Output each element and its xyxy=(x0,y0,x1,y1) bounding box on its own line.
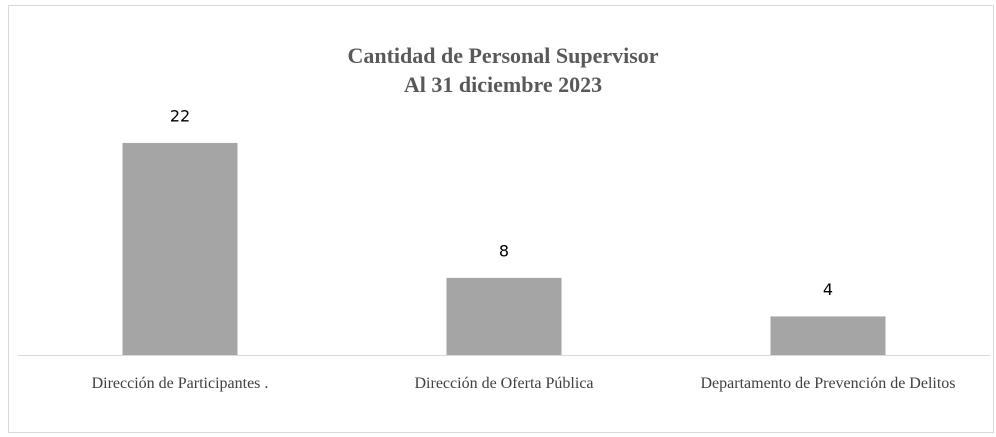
chart-subtitle: Al 31 diciembre 2023 xyxy=(404,72,602,97)
x-tick-label: Departamento de Prevención de Delitos xyxy=(700,375,956,392)
value-label: 4 xyxy=(823,280,833,299)
bar xyxy=(770,316,886,355)
chart-title: Cantidad de Personal Supervisor xyxy=(347,43,658,68)
bar xyxy=(122,142,238,355)
bar xyxy=(446,277,562,355)
value-label: 22 xyxy=(170,106,190,125)
x-tick-label: Dirección de Oferta Pública xyxy=(414,375,594,392)
value-label: 8 xyxy=(499,241,509,260)
x-tick-label: Dirección de Participantes . xyxy=(91,375,269,392)
